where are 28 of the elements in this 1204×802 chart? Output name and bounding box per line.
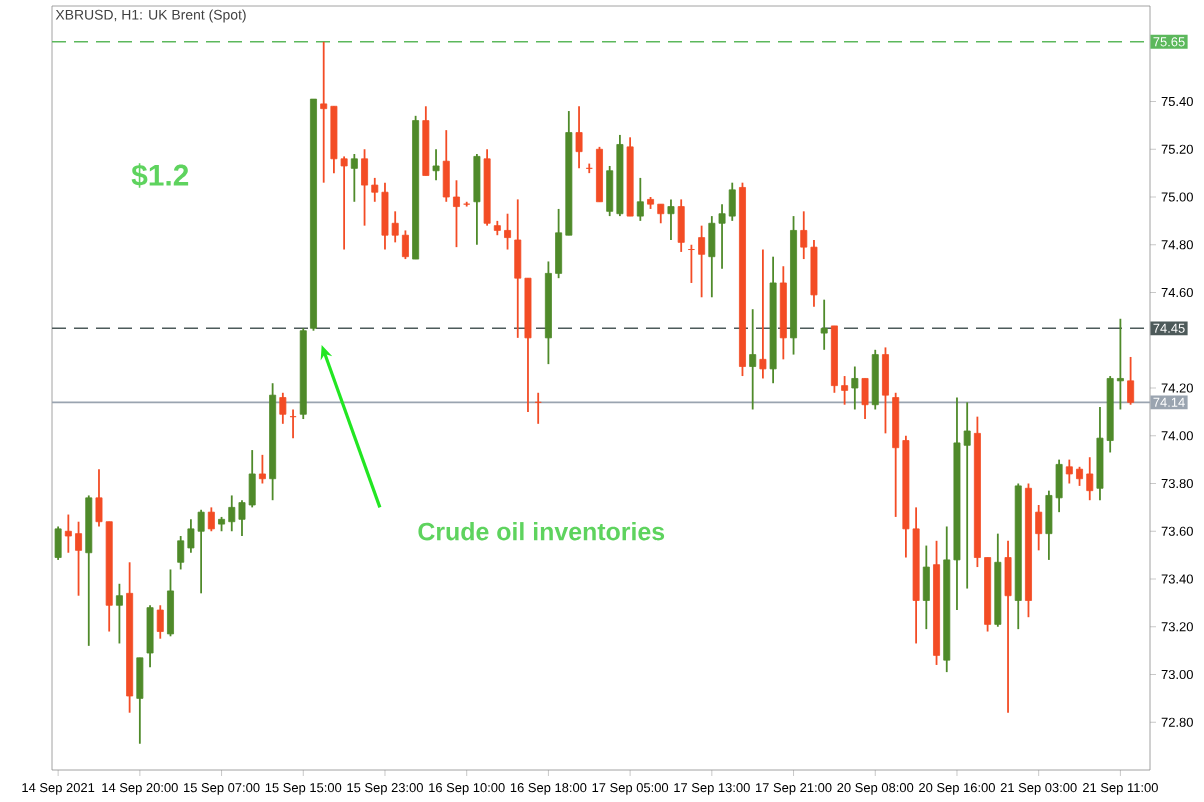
candlestick xyxy=(115,582,123,645)
candlestick xyxy=(473,153,481,246)
candlestick xyxy=(146,604,154,669)
candlestick xyxy=(207,506,215,533)
candlestick xyxy=(258,453,266,485)
candlestick xyxy=(432,148,440,182)
candlestick xyxy=(636,177,644,222)
candlestick xyxy=(759,248,767,380)
candlestick xyxy=(156,604,164,640)
candlestick xyxy=(820,298,828,351)
candlestick xyxy=(167,568,174,638)
candlestick xyxy=(279,391,287,425)
candlestick xyxy=(136,656,144,745)
candlestick xyxy=(1004,539,1012,714)
candlestick xyxy=(882,346,889,435)
candlestick xyxy=(851,365,859,411)
candlestick xyxy=(677,198,685,253)
candlestick xyxy=(54,525,62,561)
candlestick xyxy=(749,308,757,411)
candlestick xyxy=(1127,356,1135,406)
candlestick xyxy=(667,198,675,241)
annotation: Crude oil inventories xyxy=(418,522,665,541)
candlestick xyxy=(698,224,706,299)
annotation: $1.2 xyxy=(131,163,189,188)
candlestick xyxy=(861,377,869,420)
candlestick xyxy=(575,105,583,170)
candlestick xyxy=(922,544,930,631)
candlestick xyxy=(350,153,358,203)
